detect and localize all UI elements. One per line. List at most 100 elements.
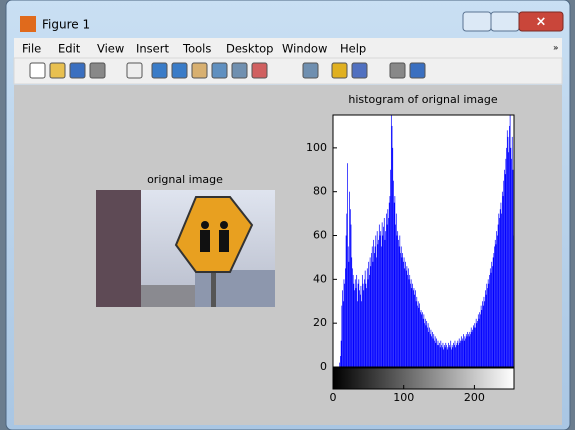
page: Figure 1 × FileEditViewInsertToolsDeskto… [0,0,575,430]
histogram-bar [438,341,439,367]
histogram-bar [399,236,400,367]
toolbar-button[interactable] [232,63,247,78]
histogram-bar [455,347,456,367]
histogram-bar [502,192,503,367]
histogram-bar [421,314,422,367]
toolbar-button[interactable] [50,63,65,78]
toolbar-button[interactable] [212,63,227,78]
histogram-bar [382,236,383,367]
histogram-bar [411,279,412,367]
histogram-bar [459,339,460,367]
menu-overflow[interactable]: » [553,44,559,54]
histogram-bar [380,231,381,367]
histogram-bar [493,257,494,367]
histogram-bar [440,341,441,367]
histogram-bar [445,343,446,367]
histogram-bar [436,343,437,367]
histogram-bar [359,290,360,367]
histogram-bar [462,339,463,367]
toolbar-button[interactable] [390,63,405,78]
histogram-bar [407,266,408,367]
histogram-bar [376,257,377,367]
histogram-bar [342,290,343,367]
menu-item[interactable]: Insert [136,42,169,56]
histogram-bar [355,279,356,367]
menu-item[interactable]: Desktop [226,42,273,56]
histogram-bar [491,262,492,367]
histogram-bar [455,341,456,367]
histogram-bar [480,314,481,367]
toolbar-button[interactable] [410,63,425,78]
histogram-bar [421,310,422,367]
histogram-bar [478,314,479,367]
toolbar-button[interactable] [90,63,105,78]
histogram-bar [360,295,361,367]
histogram-bar [461,336,462,367]
histogram-bar [396,214,397,367]
image-building [195,270,275,307]
histogram-bar [413,290,414,367]
histogram-bar [475,328,476,367]
toolbar-button[interactable] [352,63,367,78]
colorbar [333,368,514,389]
histogram-bar [434,341,435,367]
maximize-button[interactable] [491,12,519,31]
histogram-bar [448,347,449,367]
menu-item[interactable]: Help [340,42,366,56]
histogram-bar [401,246,402,367]
histogram-bar [420,312,421,367]
histogram-bar [341,306,342,367]
minimize-button[interactable] [463,12,491,31]
toolbar-button[interactable] [172,63,187,78]
menu-item[interactable]: Window [282,42,327,56]
histogram-bar [365,271,366,367]
histogram-bar [352,268,353,367]
toolbar-button[interactable] [70,63,85,78]
histogram-bar [460,343,461,367]
menu-item[interactable]: Edit [58,42,81,56]
histogram-bar [465,336,466,367]
histogram-bar [339,363,340,367]
toolbar-button[interactable] [303,63,318,78]
histogram-bar [501,203,502,367]
toolbar-button[interactable] [30,63,45,78]
histogram-bar [354,290,355,367]
histogram-bar [431,336,432,367]
y-tick-label: 40 [313,272,327,285]
histogram-bar [411,288,412,367]
toolbar-button[interactable] [192,63,207,78]
toolbar-button[interactable] [127,63,142,78]
histogram-bar [469,332,470,367]
histogram-bar [450,347,451,367]
histogram-bar [498,225,499,367]
histogram-bar [397,231,398,367]
histogram-bar [443,343,444,367]
histogram-bar [471,328,472,367]
histogram-bar [363,284,364,367]
menu-item[interactable]: Tools [182,42,211,56]
histogram-bar [499,218,500,367]
histogram-bar [424,314,425,367]
toolbar-button[interactable] [152,63,167,78]
histogram-bar [479,312,480,367]
histogram-bar [456,345,457,367]
toolbar-button[interactable] [332,63,347,78]
histogram-bar [472,330,473,367]
y-tick-label: 60 [313,229,327,242]
x-tick-label: 0 [330,391,337,404]
histogram-bar [418,301,419,367]
histogram-bar [468,334,469,367]
histogram-bar [380,236,381,367]
histogram-bar [379,225,380,367]
menu-item[interactable]: File [22,42,41,56]
window-title: Figure 1 [42,18,90,32]
histogram-bar [354,284,355,367]
histogram-bar [454,345,455,367]
image-post [211,270,216,307]
histogram-bar [486,295,487,367]
toolbar-button[interactable] [252,63,267,78]
menu-item[interactable]: View [97,42,124,56]
histogram-bar [378,244,379,367]
histogram-bar [390,170,391,367]
histogram-bar [435,336,436,367]
